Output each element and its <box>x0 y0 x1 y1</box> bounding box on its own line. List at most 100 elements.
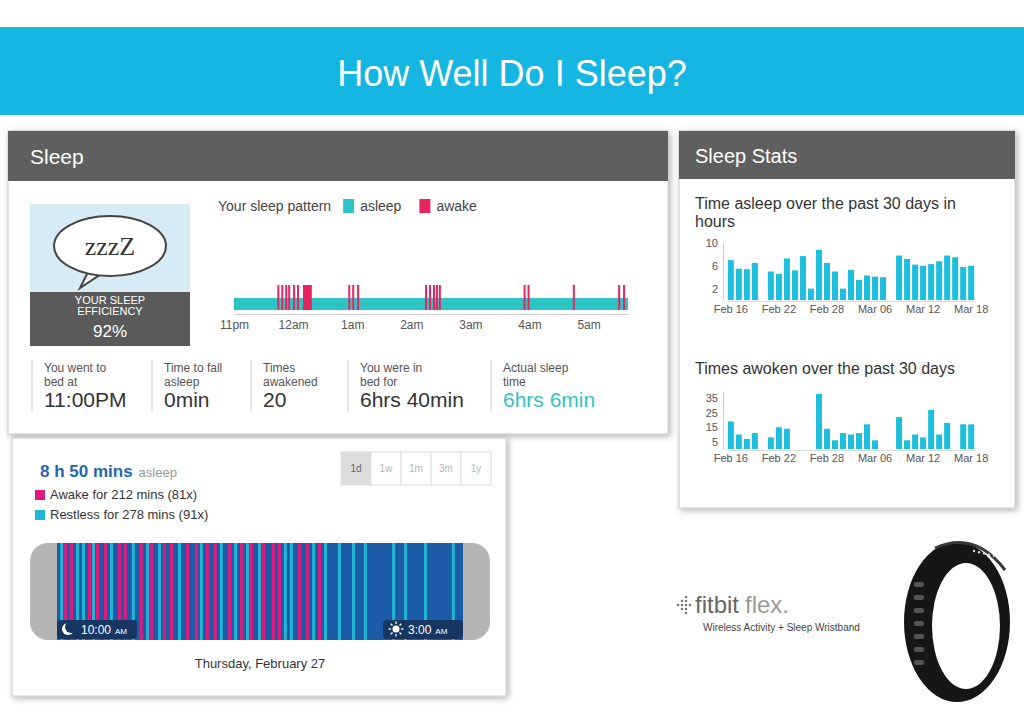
bar <box>816 394 822 449</box>
text-line: Time asleep over the past 30 days in <box>695 195 956 212</box>
awake-stripe <box>318 543 321 640</box>
band-hole <box>914 595 924 600</box>
bar <box>968 424 974 449</box>
tick: 2 <box>712 283 723 295</box>
logo-dot <box>689 604 692 607</box>
separator <box>152 360 153 412</box>
stat-value: 6hrs 6min <box>503 388 595 411</box>
brand-model: flex. <box>745 591 789 618</box>
tick: Feb 28 <box>810 452 844 464</box>
tick: 5am <box>577 314 600 332</box>
bar <box>944 256 950 300</box>
tick: 1am <box>341 314 364 332</box>
bar <box>968 266 974 300</box>
tick-label: Feb 16 <box>714 303 748 315</box>
tab-label[interactable]: 1d <box>350 463 361 474</box>
page: How Well Do I Sleep?SleepzzzZYOUR SLEEPE… <box>0 0 1024 709</box>
band-hole <box>914 647 924 652</box>
tick-label: 5 <box>712 436 718 448</box>
bar <box>928 264 934 300</box>
axis-line <box>723 244 724 301</box>
separator <box>32 360 33 412</box>
restless-panel: 8 h 50 minsasleep1d1w1m3m1yAwake for 212… <box>12 438 506 696</box>
tab-label[interactable]: 3m <box>439 463 453 474</box>
awake-mark <box>618 285 620 310</box>
tick: 11pm <box>220 314 249 332</box>
text-line: bed for <box>360 375 397 389</box>
awake-stripe <box>214 543 217 640</box>
legend-label: asleep <box>360 198 401 214</box>
panel-title: Sleep Stats <box>695 145 797 167</box>
tab[interactable] <box>371 452 401 485</box>
text-line: Time to fall <box>164 361 222 375</box>
bar <box>920 266 926 300</box>
tick: Feb 28 <box>810 303 844 315</box>
tick: 15 <box>706 421 723 433</box>
awake-mark <box>439 285 441 310</box>
tick: Mar 06 <box>858 303 892 315</box>
tracker-dot <box>983 552 985 554</box>
band-highlight <box>935 542 1005 570</box>
tab[interactable] <box>341 452 371 485</box>
chart-title: Times awoken over the past 30 days <box>695 360 955 377</box>
tick-label: 5am <box>577 318 600 332</box>
tab[interactable] <box>431 452 461 485</box>
time-box <box>383 620 463 639</box>
end-period: AM <box>435 627 447 636</box>
bar <box>864 275 870 300</box>
tab-label[interactable]: 1m <box>409 463 423 474</box>
band-inner <box>932 563 1000 689</box>
legend-label: Restless for 278 mins (91x) <box>50 507 208 522</box>
legend-title: Your sleep pattern <box>218 198 331 214</box>
band-outer <box>904 542 1010 702</box>
stat-value: 11:00PM <box>44 388 127 411</box>
bar <box>880 277 886 300</box>
tick-label: 25 <box>706 407 718 419</box>
tab[interactable] <box>401 452 431 485</box>
legend-swatch <box>419 199 430 213</box>
awake-stripe <box>140 543 143 640</box>
wristband <box>904 542 1010 702</box>
efficiency-bg <box>30 292 190 346</box>
legend-swatch <box>343 199 354 213</box>
separator <box>251 360 252 412</box>
tick: 12am <box>279 314 309 332</box>
restless-stripe <box>258 543 261 640</box>
logo-dot <box>685 596 688 599</box>
awake-stripe <box>298 543 301 640</box>
bar <box>784 258 790 300</box>
tick-label: 35 <box>706 392 718 404</box>
band-hole <box>914 621 924 626</box>
stat-label: You went tobed at <box>44 361 107 389</box>
bar <box>776 274 782 300</box>
tab[interactable] <box>461 452 491 485</box>
bar-chart: Times awoken over the past 30 days 5 15 25 3… <box>695 360 988 464</box>
bar <box>960 424 966 449</box>
restless-stripe <box>364 543 367 640</box>
tab-label[interactable]: 1w <box>380 463 394 474</box>
brand-tagline: Wireless Activity + Sleep Wristband <box>703 622 860 633</box>
awake-mark <box>348 285 350 310</box>
tick: Feb 16 <box>714 303 748 315</box>
tick: 4am <box>518 314 541 332</box>
tick-label: 6 <box>712 260 718 272</box>
tick: Feb 22 <box>762 303 796 315</box>
bar <box>752 433 758 449</box>
tick-label: 15 <box>706 421 718 433</box>
text-line: Actual sleep <box>503 361 569 375</box>
tab-label[interactable]: 1y <box>471 463 482 474</box>
restless-stripe <box>290 543 293 640</box>
restless-stripe <box>338 543 341 640</box>
awake-mark <box>288 285 290 310</box>
tick: Mar 18 <box>954 452 988 464</box>
sun-ray <box>401 628 404 629</box>
tracker-dot <box>973 550 975 552</box>
sleep-panel: SleepzzzZYOUR SLEEPEFFICIENCY92%Your sle… <box>8 131 668 434</box>
tick: Mar 12 <box>906 452 940 464</box>
bubble <box>54 216 166 276</box>
tick-label: Feb 22 <box>762 452 796 464</box>
text-line: EFFICIENCY <box>77 305 143 317</box>
awake-mark <box>433 285 435 310</box>
separator <box>491 360 492 412</box>
tick-label: 1am <box>341 318 364 332</box>
